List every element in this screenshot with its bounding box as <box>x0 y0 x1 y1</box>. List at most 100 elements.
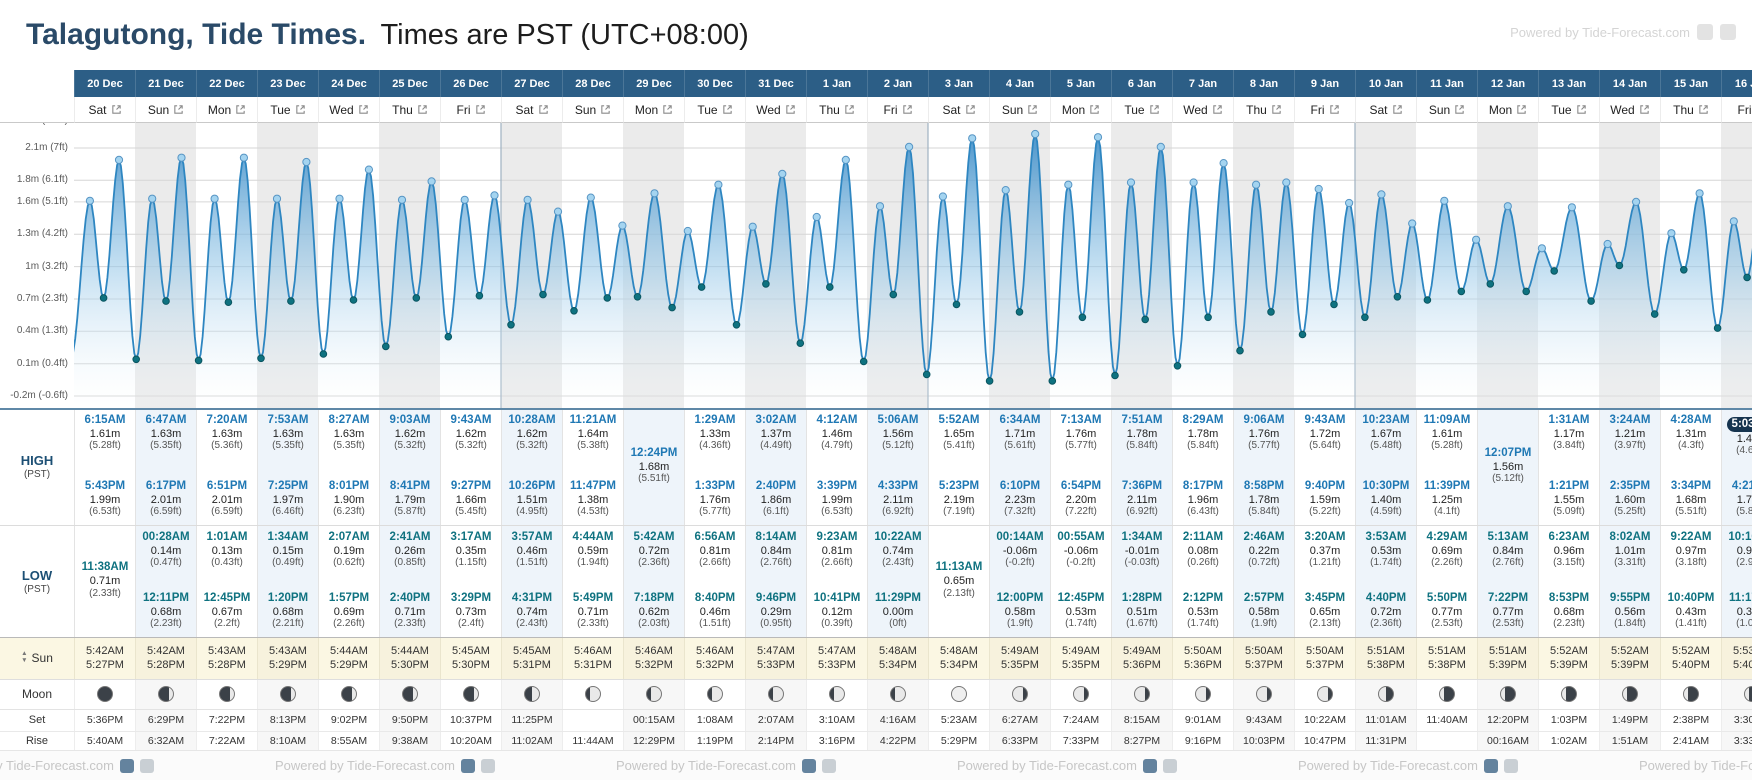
weekday-cell: Mon <box>196 97 257 123</box>
moon-phase-icon <box>1561 686 1577 702</box>
sunrise-time: 5:46AM <box>635 645 673 657</box>
expand-day-icon[interactable] <box>235 104 246 115</box>
expand-day-icon[interactable] <box>1639 104 1650 115</box>
tide-height-ft: (6.46ft) <box>272 505 304 517</box>
expand-day-icon[interactable] <box>538 104 549 115</box>
low-tide-time: 11:13AM <box>935 561 983 574</box>
expand-day-icon[interactable] <box>1698 104 1709 115</box>
high-tide-entry: 11:21AM 1.64m (5.38ft) <box>563 414 623 451</box>
expand-day-icon[interactable] <box>111 104 122 115</box>
expand-day-icon[interactable] <box>1271 104 1282 115</box>
date-header-cell[interactable]: 6 Jan <box>1111 70 1172 97</box>
low-tide-entry: 1:34AM 0.15m (0.49ft) <box>258 531 318 568</box>
y-axis-label: 2.1m (7ft) <box>25 142 68 153</box>
date-header-cell[interactable]: 11 Jan <box>1416 70 1477 97</box>
tide-height-ft: (6.59ft) <box>211 505 243 517</box>
expand-day-icon[interactable] <box>1212 104 1223 115</box>
date-header-cell[interactable]: 7 Jan <box>1172 70 1233 97</box>
tide-height-ft: (5.32ft) <box>455 440 487 452</box>
expand-day-icon[interactable] <box>1516 104 1527 115</box>
expand-day-icon[interactable] <box>358 104 369 115</box>
high-tide-time: 8:01PM <box>328 479 370 492</box>
date-header-cell[interactable]: 8 Jan <box>1233 70 1294 97</box>
expand-day-icon[interactable] <box>844 104 855 115</box>
expand-day-icon[interactable] <box>1576 104 1587 115</box>
date-header-cell[interactable]: 2 Jan <box>867 70 928 97</box>
moonset-time-cell: 8:13PM <box>257 709 318 731</box>
date-header-cell[interactable]: 13 Jan <box>1538 70 1599 97</box>
powered-by-link[interactable]: Powered by Tide-Forecast.com <box>1510 24 1736 40</box>
date-header-cell[interactable]: 23 Dec <box>257 70 318 97</box>
expand-day-icon[interactable] <box>1149 104 1160 115</box>
moon-phase-cell <box>867 679 928 709</box>
date-header-cell[interactable]: 31 Dec <box>745 70 806 97</box>
date-header-cell[interactable]: 12 Jan <box>1477 70 1538 97</box>
expand-day-icon[interactable] <box>475 104 486 115</box>
low-tide-entry: 8:53PM 0.68m (2.23ft) <box>1539 592 1599 629</box>
date-header-cell[interactable]: 4 Jan <box>989 70 1050 97</box>
expand-day-icon[interactable] <box>1392 104 1403 115</box>
date-header-cell[interactable]: 27 Dec <box>501 70 562 97</box>
tide-height-m: 0.19m <box>333 544 365 557</box>
date-header-cell[interactable]: 29 Dec <box>623 70 684 97</box>
high-tide-time: 8:27AM <box>328 414 370 426</box>
low-tide-time: 12:11PM <box>142 591 190 604</box>
date-header-cell[interactable]: 5 Jan <box>1050 70 1111 97</box>
date-header-cell[interactable]: 3 Jan <box>928 70 989 97</box>
expand-day-icon[interactable] <box>295 104 306 115</box>
date-header-cell[interactable]: 9 Jan <box>1294 70 1355 97</box>
tide-height-ft: (0.72ft) <box>1248 557 1280 569</box>
powered-by-watermark[interactable]: Powered by Tide-Forecast.com <box>0 758 241 773</box>
tide-height-ft: (5.35ft) <box>272 440 304 452</box>
date-header-cell[interactable]: 14 Jan <box>1599 70 1660 97</box>
expand-day-icon[interactable] <box>785 104 796 115</box>
powered-by-watermark[interactable]: Powered by Tide-Forecast.com <box>923 758 1264 773</box>
tide-height-m: 1.79m <box>394 493 426 506</box>
expand-day-icon[interactable] <box>1329 104 1340 115</box>
tide-height-m: 0.59m <box>577 544 609 557</box>
chart-day-stripe <box>318 123 379 408</box>
expand-day-icon[interactable] <box>662 104 673 115</box>
day-column: 21 Dec Sun 6:47AM 1.63m (5.35ft) 6:17PM 2.01m(… <box>135 70 196 750</box>
date-header-cell[interactable]: 30 Dec <box>684 70 745 97</box>
weekday-label: Tue <box>697 102 718 117</box>
day-column: 28 Dec Sun 11:21AM 1.64m (5.38ft) 11:47PM 1.38… <box>562 70 623 750</box>
high-tide-entry: 11:39PM 1.25m (4.1ft) <box>1417 480 1477 517</box>
date-header-cell[interactable]: 22 Dec <box>196 70 257 97</box>
expand-day-icon[interactable] <box>417 104 428 115</box>
date-header-cell[interactable]: 25 Dec <box>379 70 440 97</box>
sunrise-time: 5:46AM <box>696 645 734 657</box>
date-header-cell[interactable]: 28 Dec <box>562 70 623 97</box>
powered-by-watermark[interactable]: Powered by Tide-Forecast.com <box>582 758 923 773</box>
sunrise-time: 5:45AM <box>513 645 551 657</box>
high-tide-time: 3:39PM <box>816 479 858 492</box>
date-header-cell[interactable]: 20 Dec <box>74 70 135 97</box>
expand-day-icon[interactable] <box>1027 104 1038 115</box>
date-header-cell[interactable]: 1 Jan <box>806 70 867 97</box>
powered-by-watermark[interactable]: Powered by Tide-Forecast.com <box>1605 758 1752 773</box>
expand-day-icon[interactable] <box>173 104 184 115</box>
date-header-cell[interactable]: 16 Jan <box>1721 70 1752 97</box>
date-header-cell[interactable]: 26 Dec <box>440 70 501 97</box>
expand-day-icon[interactable] <box>902 104 913 115</box>
tide-height-m: 2.11m <box>1127 493 1157 506</box>
moon-phase-cell <box>989 679 1050 709</box>
tide-height-m: -0.06m <box>1002 544 1038 557</box>
expand-day-icon[interactable] <box>722 104 733 115</box>
tide-height-ft: (0ft) <box>889 617 907 629</box>
low-tide-time: 00:55AM <box>1057 531 1105 543</box>
tide-height-ft: (5.41ft) <box>943 440 975 452</box>
date-header-cell[interactable]: 15 Jan <box>1660 70 1721 97</box>
powered-by-watermark[interactable]: Powered by Tide-Forecast.com <box>241 758 582 773</box>
tide-height-ft: (2.36ft) <box>638 557 670 569</box>
expand-day-icon[interactable] <box>1089 104 1100 115</box>
powered-by-watermark[interactable]: Powered by Tide-Forecast.com <box>1264 758 1605 773</box>
expand-day-icon[interactable] <box>1454 104 1465 115</box>
tide-height-m: 1.61m <box>89 427 121 440</box>
date-header-cell[interactable]: 21 Dec <box>135 70 196 97</box>
date-header-cell[interactable]: 10 Jan <box>1355 70 1416 97</box>
expand-day-icon[interactable] <box>600 104 611 115</box>
expand-day-icon[interactable] <box>965 104 976 115</box>
moonrise-time-cell: 5:29PM <box>928 731 989 750</box>
date-header-cell[interactable]: 24 Dec <box>318 70 379 97</box>
